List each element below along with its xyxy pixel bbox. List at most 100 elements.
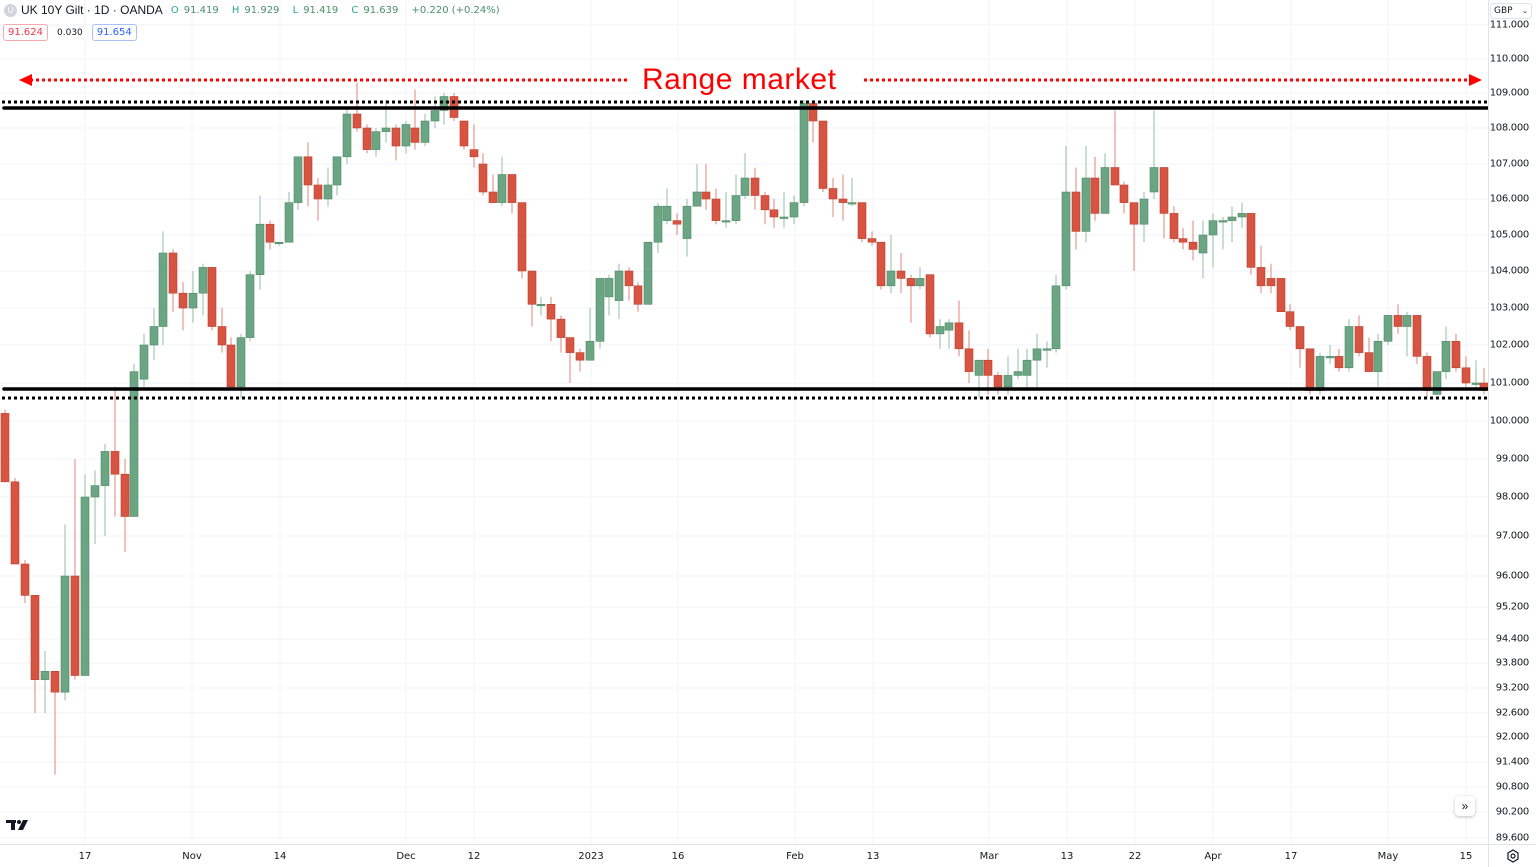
- candle: [1441, 326, 1451, 380]
- symbol-title[interactable]: UK 10Y Gilt · 1D · OANDA: [21, 3, 163, 17]
- candle: [517, 202, 527, 279]
- candle: [284, 192, 294, 243]
- low-label: L: [292, 4, 299, 16]
- arrow-left-head-icon: [19, 74, 32, 86]
- candle: [1373, 333, 1383, 387]
- candle: [1159, 167, 1169, 239]
- price-tick-label: 104.000: [1489, 265, 1530, 277]
- candle: [1227, 206, 1237, 243]
- candle: [1295, 326, 1305, 368]
- candle: [188, 271, 198, 323]
- candle: [1061, 146, 1071, 290]
- candle: [50, 671, 60, 775]
- sell-price-button[interactable]: 91.624: [3, 24, 48, 41]
- candle: [760, 192, 770, 225]
- candle: [323, 167, 333, 207]
- open-value: 91.419: [183, 4, 219, 16]
- time-tick-label: 13: [866, 851, 880, 862]
- candle: [536, 296, 546, 316]
- candle: [1169, 206, 1179, 243]
- candle: [964, 330, 974, 383]
- candle: [30, 595, 40, 713]
- candle: [993, 371, 1003, 395]
- candle: [1188, 220, 1198, 261]
- candle: [469, 124, 479, 168]
- range-market-annotation[interactable]: Range market: [638, 62, 841, 98]
- tradingview-logo[interactable]: [6, 818, 32, 837]
- price-tick-label: 110.000: [1489, 53, 1530, 65]
- candle: [217, 308, 227, 353]
- candle: [1051, 274, 1061, 353]
- price-tick-label: 101.000: [1489, 377, 1530, 389]
- candle: [789, 195, 799, 225]
- price-tick-label: 105.000: [1489, 229, 1530, 241]
- axis-settings-button[interactable]: [1488, 844, 1536, 867]
- candle: [595, 278, 605, 349]
- candle: [944, 319, 954, 349]
- candle: [313, 178, 323, 221]
- candle: [178, 282, 188, 331]
- trade-price-box: 91.624 0.030 91.654: [3, 24, 137, 41]
- candle: [1110, 110, 1120, 186]
- candle: [70, 459, 80, 680]
- candle: [662, 188, 672, 225]
- candle: [1090, 156, 1100, 221]
- time-axis[interactable]: 17 Nov 14 Dec 12 2023 16 Feb 13 Mar 13 22 Apr 17 May 15: [0, 844, 1488, 867]
- candle: [401, 121, 411, 154]
- candle: [1256, 245, 1266, 294]
- candlestick-plot[interactable]: [0, 0, 1490, 844]
- candle: [1198, 220, 1208, 279]
- price-tick-label: 94.400: [1495, 633, 1530, 645]
- candle: [80, 474, 90, 676]
- candle: [1178, 227, 1188, 250]
- candle: [974, 359, 984, 399]
- candle: [1022, 348, 1032, 391]
- candle: [274, 241, 284, 246]
- candle: [779, 192, 789, 228]
- candle: [100, 443, 110, 536]
- candle: [40, 651, 50, 713]
- price-tick-label: 100.000: [1489, 415, 1530, 427]
- candle: [90, 470, 100, 544]
- candle: [565, 337, 575, 383]
- candle: [692, 164, 702, 207]
- price-tick-label: 98.000: [1495, 491, 1530, 503]
- candle: [1042, 341, 1052, 368]
- scroll-to-realtime-button[interactable]: »: [1455, 796, 1475, 816]
- candle: [129, 364, 139, 517]
- price-axis[interactable]: 111.000 110.000 109.000 108.000 107.000 106.0…: [1488, 0, 1536, 844]
- candle: [721, 192, 731, 228]
- candle: [857, 202, 867, 243]
- candle: [614, 263, 624, 320]
- candle: [303, 142, 313, 207]
- candle: [158, 231, 168, 345]
- price-tick-label: 93.800: [1495, 657, 1530, 669]
- candle: [1344, 319, 1354, 372]
- candle: [1032, 333, 1042, 391]
- candle: [1393, 304, 1403, 334]
- candle: [420, 114, 430, 146]
- chevron-down-icon: ⌄: [1522, 7, 1528, 15]
- candle: [1208, 213, 1218, 268]
- candle: [731, 174, 741, 225]
- candle: [293, 156, 303, 210]
- chart-pane[interactable]: [0, 0, 1490, 844]
- candle: [1071, 167, 1081, 250]
- time-tick-label: Mar: [979, 851, 999, 862]
- buy-price-button[interactable]: 91.654: [91, 24, 137, 41]
- time-tick-label: 16: [671, 851, 685, 862]
- time-tick-label: Dec: [396, 851, 416, 862]
- candle: [838, 174, 848, 221]
- double-chevron-right-icon: »: [1461, 799, 1469, 813]
- time-tick-label: 2023: [578, 851, 604, 862]
- candle: [915, 267, 925, 290]
- close-label: C: [351, 4, 359, 16]
- candle: [168, 249, 178, 312]
- candle: [507, 174, 517, 214]
- candle: [575, 348, 585, 372]
- currency-selector[interactable]: GBP ⌄: [1490, 3, 1532, 19]
- ohlc-values: O 91.419 H 91.929 L 91.419 C 91.639 +0.220 (…: [171, 5, 505, 16]
- price-tick-label: 89.600: [1495, 832, 1530, 844]
- candle: [362, 124, 372, 154]
- low-value: 91.419: [303, 4, 339, 16]
